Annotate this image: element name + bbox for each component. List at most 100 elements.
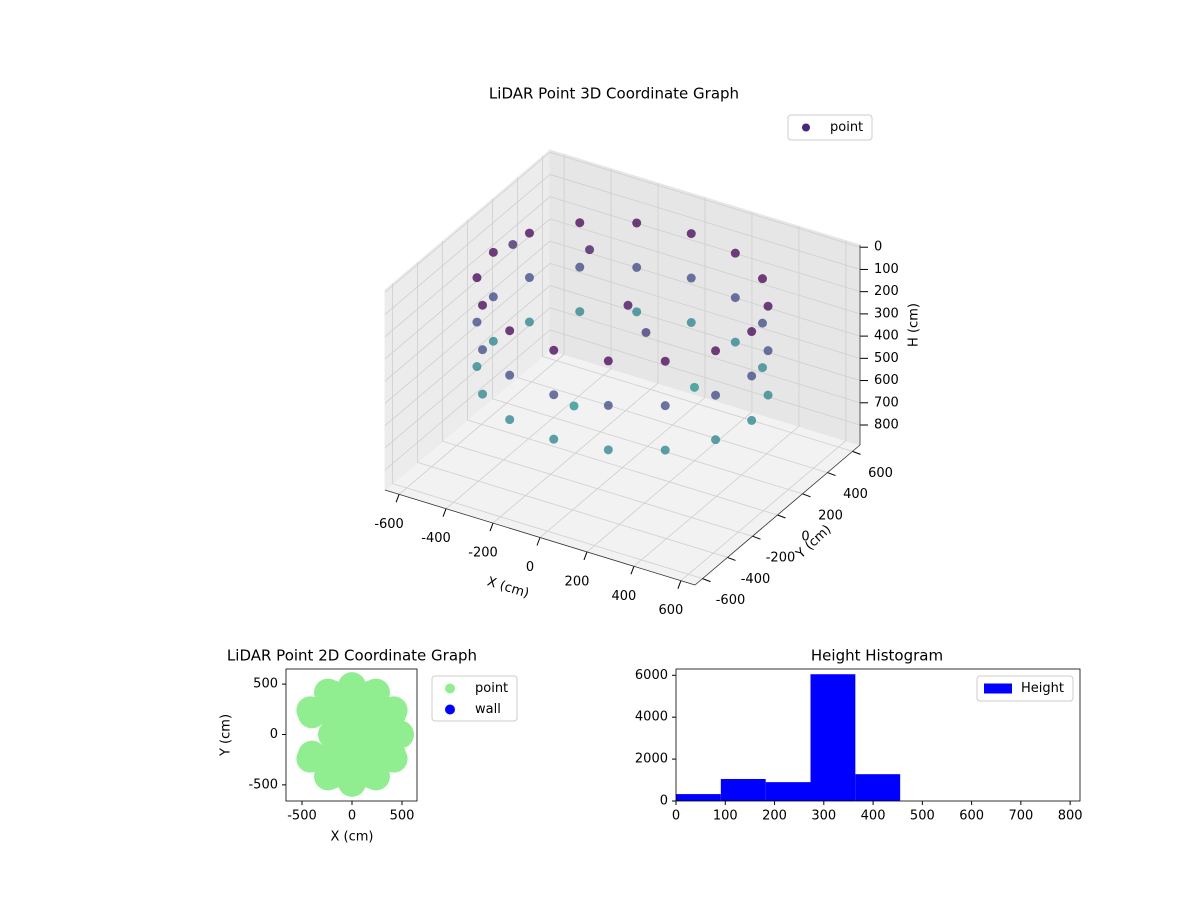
point bbox=[549, 390, 559, 400]
point bbox=[472, 362, 482, 372]
point bbox=[358, 720, 386, 749]
point bbox=[686, 318, 696, 327]
grid-line bbox=[542, 355, 853, 452]
legend-patch bbox=[984, 683, 1012, 694]
point bbox=[318, 740, 346, 769]
point bbox=[338, 720, 366, 749]
x-tick-label: 500 bbox=[390, 809, 415, 824]
point bbox=[379, 744, 408, 773]
z-tick-label: 100 bbox=[874, 262, 899, 277]
point bbox=[585, 245, 595, 255]
point bbox=[296, 744, 325, 773]
point bbox=[711, 435, 721, 445]
chart-2d: LiDAR Point 2D Coordinate Graph -500 0 500 -… bbox=[219, 647, 518, 845]
point bbox=[338, 740, 366, 769]
grid-line bbox=[384, 329, 551, 471]
point bbox=[730, 293, 740, 303]
point bbox=[660, 356, 670, 366]
axes-frame bbox=[675, 668, 1081, 802]
legend-marker bbox=[445, 683, 455, 694]
x-tick-label: -400 bbox=[421, 531, 451, 546]
legend-marker bbox=[445, 704, 455, 715]
point bbox=[314, 762, 342, 791]
point bbox=[505, 415, 515, 425]
point bbox=[549, 434, 559, 444]
z-tick-label: 700 bbox=[874, 395, 899, 410]
x-tick-label: 0 bbox=[672, 809, 680, 824]
y-tick-label: -200 bbox=[766, 551, 796, 566]
point bbox=[689, 382, 699, 392]
y-tick-label: 0 bbox=[660, 794, 668, 809]
point bbox=[338, 700, 366, 729]
point bbox=[660, 445, 670, 455]
y-tick-label: -400 bbox=[741, 572, 771, 587]
x-tick-label: 500 bbox=[910, 809, 935, 824]
grid-line bbox=[442, 440, 753, 537]
chart-title: LiDAR Point 3D Coordinate Graph bbox=[489, 85, 739, 103]
z-tick-label: 300 bbox=[874, 306, 899, 321]
plot-area bbox=[296, 672, 414, 797]
point bbox=[296, 696, 325, 725]
point bbox=[478, 300, 488, 310]
point bbox=[524, 273, 534, 283]
x-axis-label: X (cm) bbox=[331, 830, 374, 845]
point bbox=[318, 700, 346, 729]
grid-line bbox=[549, 151, 861, 248]
y-tick-label: -500 bbox=[248, 777, 278, 792]
grid-line bbox=[549, 196, 861, 293]
grid-line bbox=[392, 483, 703, 580]
grid-line bbox=[384, 307, 551, 449]
y-tick bbox=[752, 535, 761, 540]
point bbox=[686, 273, 696, 283]
point bbox=[508, 239, 518, 249]
point bbox=[314, 678, 342, 707]
x-tick-label: 100 bbox=[713, 809, 738, 824]
point bbox=[472, 317, 482, 327]
x-tick bbox=[489, 522, 494, 532]
point bbox=[575, 218, 585, 228]
grid-line bbox=[384, 240, 551, 382]
grid-line bbox=[549, 285, 861, 381]
grid-line bbox=[384, 151, 551, 293]
point bbox=[478, 345, 488, 355]
y-tick bbox=[852, 450, 861, 455]
point bbox=[763, 390, 773, 400]
x-tick-label: 400 bbox=[861, 809, 886, 824]
x-tick-label: 0 bbox=[348, 809, 356, 824]
x-tick-label: 200 bbox=[565, 574, 590, 589]
y-tick-label: 0 bbox=[801, 530, 809, 545]
point bbox=[757, 318, 767, 328]
x-tick-label: 400 bbox=[612, 589, 637, 604]
point bbox=[763, 346, 773, 356]
grid-line bbox=[549, 307, 861, 404]
x-tick bbox=[677, 580, 682, 589]
point bbox=[747, 327, 757, 337]
x-tick-label: -600 bbox=[374, 517, 404, 532]
point bbox=[358, 740, 386, 769]
x-tick-label: 600 bbox=[959, 809, 984, 824]
point bbox=[386, 720, 414, 749]
point bbox=[569, 401, 579, 411]
point bbox=[603, 445, 613, 455]
grid-line bbox=[549, 329, 861, 426]
point bbox=[379, 696, 408, 725]
point bbox=[603, 400, 613, 410]
bar bbox=[810, 674, 856, 801]
point bbox=[488, 336, 498, 346]
z-tick-label: 500 bbox=[874, 351, 899, 366]
axis-line bbox=[694, 444, 861, 586]
point bbox=[488, 247, 498, 257]
point bbox=[488, 292, 498, 302]
bar bbox=[720, 779, 766, 801]
grid-line bbox=[492, 398, 803, 495]
x-tick-label: 0 bbox=[526, 560, 534, 575]
legend-label: Height bbox=[1021, 681, 1064, 696]
x-tick-label: 200 bbox=[762, 809, 787, 824]
point bbox=[711, 390, 721, 400]
chart-title: Height Histogram bbox=[811, 647, 943, 665]
point bbox=[478, 389, 488, 399]
grid-line bbox=[549, 218, 861, 315]
legend-box bbox=[976, 675, 1074, 702]
point bbox=[472, 273, 482, 283]
y-tick-label: 400 bbox=[843, 487, 868, 502]
